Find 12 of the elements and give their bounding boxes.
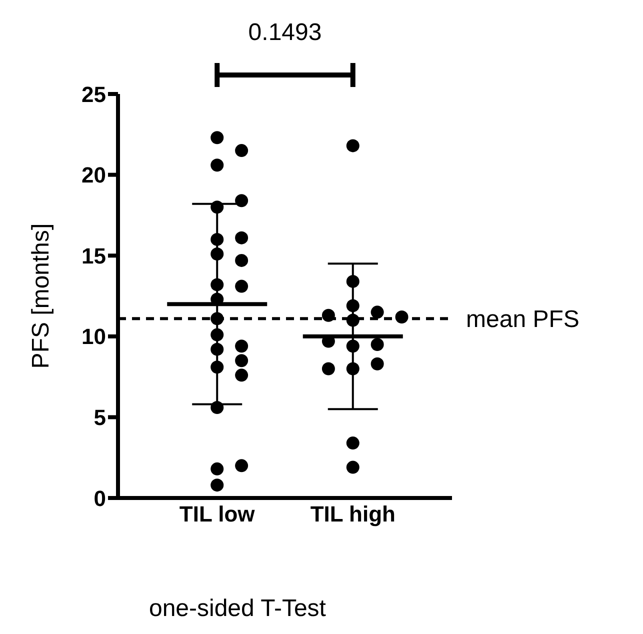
x-tick-label: TIL high xyxy=(310,502,396,527)
y-tick-label: 25 xyxy=(82,82,106,107)
y-tick-label: 20 xyxy=(82,162,106,188)
y-tick-label: 5 xyxy=(94,405,106,430)
text: one-sided T-Test xyxy=(148,595,326,622)
x-tick-label: TIL low xyxy=(179,502,256,527)
y-axis-title: PFS [months] xyxy=(28,223,55,369)
y-tick-label: 15 xyxy=(82,243,106,268)
y-tick-label: 10 xyxy=(82,324,106,350)
ref-line-label: mean PFS xyxy=(466,306,580,334)
y-tick-label: 0 xyxy=(94,486,106,511)
text: 0.1493 xyxy=(248,19,322,46)
